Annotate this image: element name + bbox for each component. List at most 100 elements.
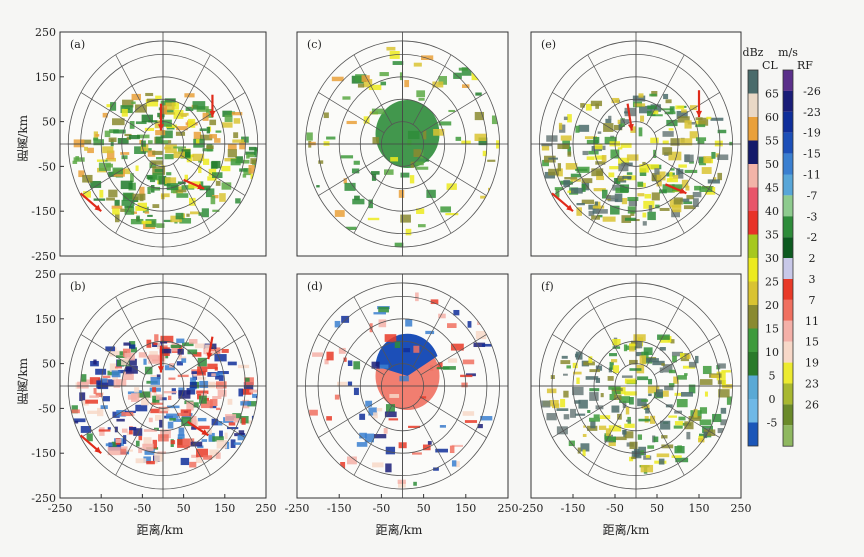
- echo-cell: [407, 139, 412, 146]
- colorbar-tick-label: 60: [765, 111, 779, 124]
- echo-cell: [346, 456, 357, 465]
- echo-cell: [461, 67, 472, 76]
- echo-cell: [418, 97, 425, 101]
- echo-cell: [189, 461, 197, 468]
- echo-cell: [397, 479, 406, 484]
- echo-cell: [184, 93, 195, 98]
- echo-cell: [79, 392, 86, 402]
- echo-cell: [415, 292, 419, 302]
- echo-cell: [617, 147, 623, 150]
- x-tick-label: -250: [48, 502, 73, 515]
- echo-cell: [81, 374, 87, 383]
- colorbar-swatch: [748, 258, 758, 282]
- azimuth-spoke: [115, 54, 154, 125]
- echo-cell: [699, 419, 712, 426]
- echo-cell: [636, 351, 644, 357]
- colorbar-tick-label: 15: [805, 336, 819, 349]
- echo-cell: [481, 343, 495, 347]
- y-tick-label: -150: [31, 447, 56, 460]
- echo-cell: [425, 159, 430, 162]
- echo-cell: [373, 434, 387, 439]
- echo-cell: [340, 461, 346, 470]
- echo-cell: [392, 61, 404, 65]
- echo-cell: [474, 111, 485, 121]
- x-tick-label: -50: [606, 502, 624, 515]
- echo-cell: [695, 137, 707, 142]
- echo-cell: [180, 114, 187, 117]
- x-tick-label: 250: [498, 502, 519, 515]
- echo-cell: [177, 148, 183, 154]
- echo-cell: [201, 439, 208, 442]
- echo-cell: [677, 375, 687, 380]
- echo-cell: [612, 184, 625, 191]
- x-axis-label-middle: 距离/km: [375, 523, 423, 537]
- echo-cell: [150, 160, 163, 165]
- echo-cell: [152, 395, 160, 404]
- echo-cell: [127, 206, 133, 211]
- colorbar-swatch: [748, 281, 758, 305]
- echo-cell: [663, 93, 669, 100]
- echo-cell: [695, 124, 706, 128]
- echo-cell: [188, 118, 196, 128]
- echo-cell: [106, 197, 115, 201]
- echo-cell: [141, 397, 149, 406]
- echo-cell: [180, 457, 190, 466]
- echo-cell: [407, 130, 420, 140]
- colorbar-tick-label: 55: [765, 135, 779, 148]
- echo-cell: [357, 83, 365, 88]
- echo-cell: [546, 388, 557, 394]
- echo-cell: [438, 313, 446, 319]
- echo-cell: [556, 426, 568, 435]
- echo-cell: [324, 358, 329, 365]
- echo-cell: [718, 389, 730, 398]
- echo-cell: [656, 171, 666, 181]
- echo-cell: [646, 358, 659, 363]
- echo-cell: [617, 119, 622, 125]
- colorbar-swatch: [783, 153, 793, 175]
- echo-cell: [661, 435, 668, 439]
- echo-cell: [147, 214, 153, 217]
- echo-cell: [155, 95, 162, 100]
- echo-cell: [570, 408, 576, 418]
- colorbar-tick-label: 40: [765, 205, 779, 218]
- echo-cell: [555, 189, 560, 198]
- colorbar-swatch: [748, 140, 758, 164]
- panel-f: (f) -250 -150 -50 50 150 250: [519, 273, 752, 515]
- echo-cell: [323, 112, 329, 119]
- echo-cell: [647, 385, 660, 394]
- echo-cell: [567, 114, 572, 123]
- echo-cell: [128, 134, 140, 140]
- colorbars: dBzCL65605550454035302520151050-5m/sRF-2…: [743, 46, 821, 447]
- echo-cell: [583, 361, 595, 366]
- echo-cell: [214, 138, 221, 143]
- echo-cell: [105, 346, 116, 352]
- echo-cell: [191, 454, 199, 458]
- echo-cell: [188, 339, 198, 344]
- echo-cell: [598, 425, 607, 430]
- echo-cell: [720, 407, 727, 414]
- echo-cell: [717, 380, 725, 385]
- echo-cell: [206, 429, 212, 435]
- echo-cell: [378, 306, 389, 313]
- echo-cell: [450, 343, 464, 351]
- echo-cell: [112, 167, 123, 175]
- echo-cell: [309, 141, 316, 146]
- echo-cell: [245, 377, 250, 382]
- echo-cell: [652, 360, 665, 366]
- echo-cell: [102, 112, 108, 118]
- echo-cell: [627, 206, 636, 214]
- colorbar-swatch: [783, 258, 793, 279]
- colorbar-tick-label: 35: [765, 229, 779, 242]
- echo-cell: [186, 213, 190, 217]
- echo-cell: [212, 396, 222, 399]
- echo-cell: [217, 389, 227, 397]
- echo-cell: [164, 98, 176, 107]
- azimuth-spoke: [172, 405, 211, 476]
- x-tick-label: 150: [455, 502, 476, 515]
- echo-cell: [549, 400, 559, 407]
- echo-cell: [354, 195, 360, 201]
- echo-cell: [582, 433, 587, 437]
- echo-cell: [575, 125, 580, 133]
- echo-cell: [221, 165, 231, 172]
- echo-cell: [211, 160, 221, 169]
